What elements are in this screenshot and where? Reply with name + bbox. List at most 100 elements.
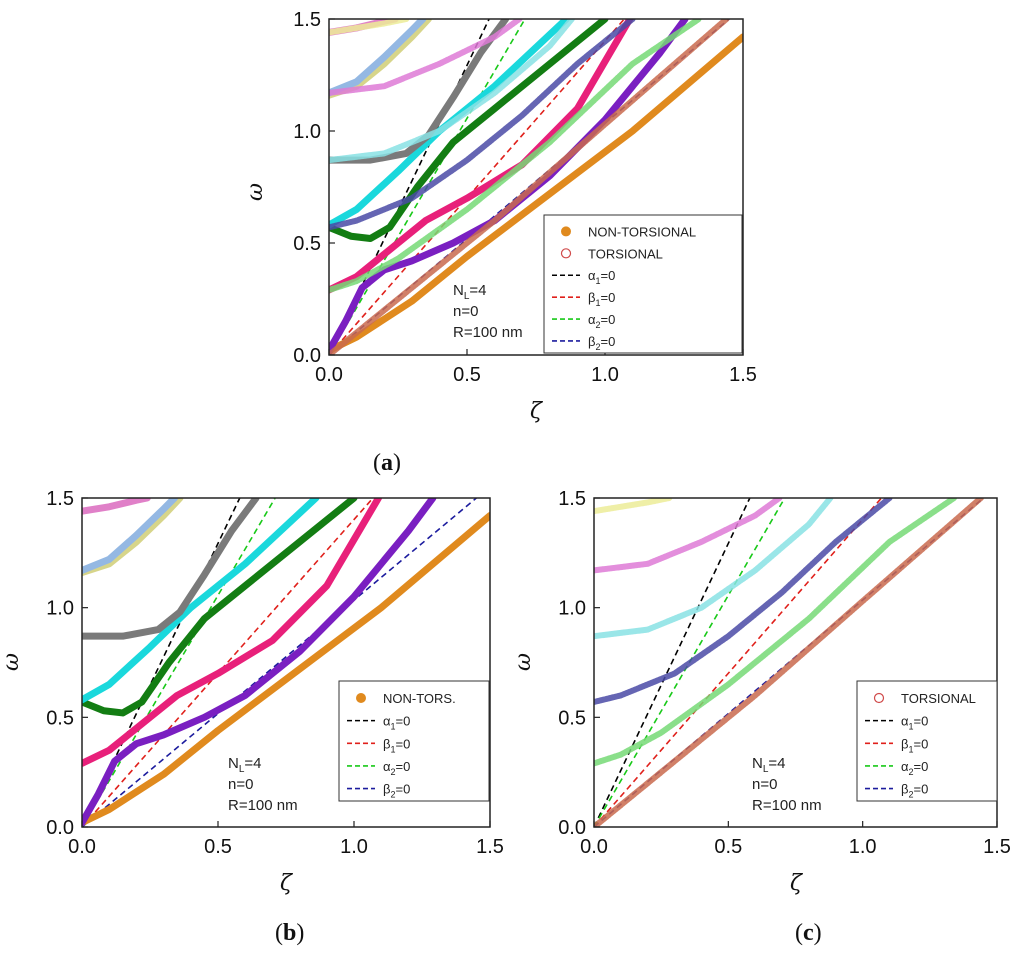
series-non-torsional-orange	[82, 512, 490, 827]
series-non-torsional-cyan	[82, 498, 320, 704]
series-torsional-violet	[594, 498, 783, 574]
legend-label: β1=0	[901, 736, 928, 754]
legend-label: α2=0	[383, 759, 410, 777]
series-torsional-lightgreen	[594, 498, 958, 767]
x-tick-label: 0.5	[714, 836, 742, 858]
plot-area	[329, 19, 743, 355]
chart-panel-a: 0.0 0.5 1.0 1.5 0.0 0.5 1.0 1.5 ζ ω NON-TORSIONAL T…	[243, 9, 757, 476]
series-non-torsional-darkgreen	[82, 498, 358, 717]
series-non-torsional-purple	[329, 19, 689, 355]
dashed-line-beta1	[329, 19, 625, 355]
x-tick-label: 0.5	[453, 364, 481, 386]
panel-caption: (c)	[795, 920, 822, 946]
legend-box	[856, 680, 998, 802]
y-tick-label: 0.5	[293, 233, 321, 255]
x-tick-label: 1.0	[340, 836, 368, 858]
y-axis-label: ω	[0, 653, 24, 671]
y-tick-label: 0.5	[46, 707, 74, 729]
series-non-torsional-cyan	[329, 19, 570, 229]
y-tick-label: 0.0	[293, 345, 321, 367]
y-axis-label: ω	[243, 183, 268, 201]
legend-label: α2=0	[588, 312, 615, 330]
series-torsional-navy	[594, 498, 893, 705]
legend-label: TORSIONAL	[588, 246, 663, 261]
series-torsional-lightcyan	[329, 19, 575, 164]
y-tick-label: 1.0	[46, 598, 74, 620]
y-tick-label: 1.0	[558, 598, 586, 620]
x-tick-label: 1.5	[729, 364, 757, 386]
series-torsional-violet	[329, 19, 523, 96]
series-non-torsional-magenta	[82, 498, 382, 767]
x-tick-label: 1.5	[983, 836, 1011, 858]
series-torsional-lightcyan	[594, 498, 834, 640]
x-tick-label: 1.5	[476, 836, 504, 858]
legend-filled-circle-marker	[356, 692, 366, 703]
annotation-line: R=100 nm	[228, 797, 298, 814]
legend-label: β2=0	[901, 782, 928, 800]
y-tick-label: 1.5	[558, 488, 586, 510]
x-tick-label: 0.5	[204, 836, 232, 858]
series-non-torsional-pink	[82, 498, 151, 515]
series-non-torsional-purple	[82, 498, 437, 827]
annotation-line: n=0	[453, 303, 478, 320]
dashed-line-alpha2	[82, 498, 276, 827]
panel-caption: (b)	[275, 920, 304, 946]
dashed-line-alpha1	[594, 498, 751, 827]
legend-open-circle-marker	[873, 692, 885, 704]
legend-label: α1=0	[588, 268, 615, 286]
legend-label: α2=0	[901, 759, 928, 777]
y-tick-label: 0.0	[46, 817, 74, 839]
y-tick-label: 1.5	[46, 488, 74, 510]
series-non-torsional-magenta	[329, 19, 634, 294]
annotation-line: R=100 nm	[752, 797, 822, 814]
series-torsional-lightgreen	[329, 19, 702, 294]
annotation-layers: NL=4	[228, 755, 262, 775]
plot-frame	[593, 497, 998, 828]
y-tick-label: 1.0	[293, 121, 321, 143]
plot-frame	[328, 18, 744, 356]
y-tick-label: 0.0	[558, 817, 586, 839]
legend-label: α1=0	[383, 714, 410, 732]
annotation-line: n=0	[752, 776, 777, 793]
series-non-torsional-lightblue	[329, 19, 427, 97]
annotation-layers: NL=4	[453, 282, 487, 302]
annotation-line: n=0	[228, 776, 253, 793]
x-axis-label: ζ	[530, 399, 544, 424]
plot-area	[82, 498, 490, 827]
dashed-line-beta2	[82, 498, 477, 827]
chart-panel-b: 0.0 0.5 1.0 1.5 0.0 0.5 1.0 1.5 ζ ω NON-TORS. α1=0 β…	[0, 488, 504, 946]
x-axis-label: ζ	[280, 871, 294, 896]
legend-filled-circle-marker	[561, 226, 571, 237]
legend-label: NON-TORSIONAL	[588, 224, 696, 239]
legend-label: β1=0	[588, 290, 615, 308]
dashed-line-beta1	[82, 498, 374, 827]
legend-label: NON-TORS.	[383, 691, 456, 706]
y-tick-label: 1.5	[293, 9, 321, 31]
legend-label: α1=0	[901, 714, 928, 732]
x-tick-label: 0.0	[68, 836, 96, 858]
x-tick-label: 0.0	[580, 836, 608, 858]
annotation-line: R=100 nm	[453, 324, 523, 341]
legend-label: TORSIONAL	[901, 691, 976, 706]
legend-open-circle-marker	[560, 248, 572, 259]
x-tick-label: 0.0	[315, 364, 343, 386]
series-non-torsional-gray	[82, 498, 260, 640]
legend-box	[543, 214, 743, 354]
chart-panel-c: 0.0 0.5 1.0 1.5 0.0 0.5 1.0 1.5 ζ ω TORSIONAL α1=0 β…	[511, 488, 1011, 946]
panel-caption: (a)	[373, 450, 401, 476]
legend-label: β1=0	[383, 736, 410, 754]
series-torsional-yellow	[594, 498, 673, 515]
series-torsional-brown	[329, 19, 730, 355]
y-tick-label: 0.5	[558, 707, 586, 729]
legend-label: β2=0	[588, 334, 615, 352]
x-tick-label: 1.0	[591, 364, 619, 386]
x-axis-label: ζ	[790, 871, 804, 896]
series-non-torsional-orange	[329, 33, 743, 355]
plot-area	[594, 498, 985, 827]
plot-frame	[81, 497, 491, 828]
legend-label: β2=0	[383, 782, 410, 800]
y-axis-label: ω	[511, 653, 536, 671]
series-non-torsional-lightblue	[82, 498, 178, 574]
dashed-line-beta1	[594, 498, 883, 827]
